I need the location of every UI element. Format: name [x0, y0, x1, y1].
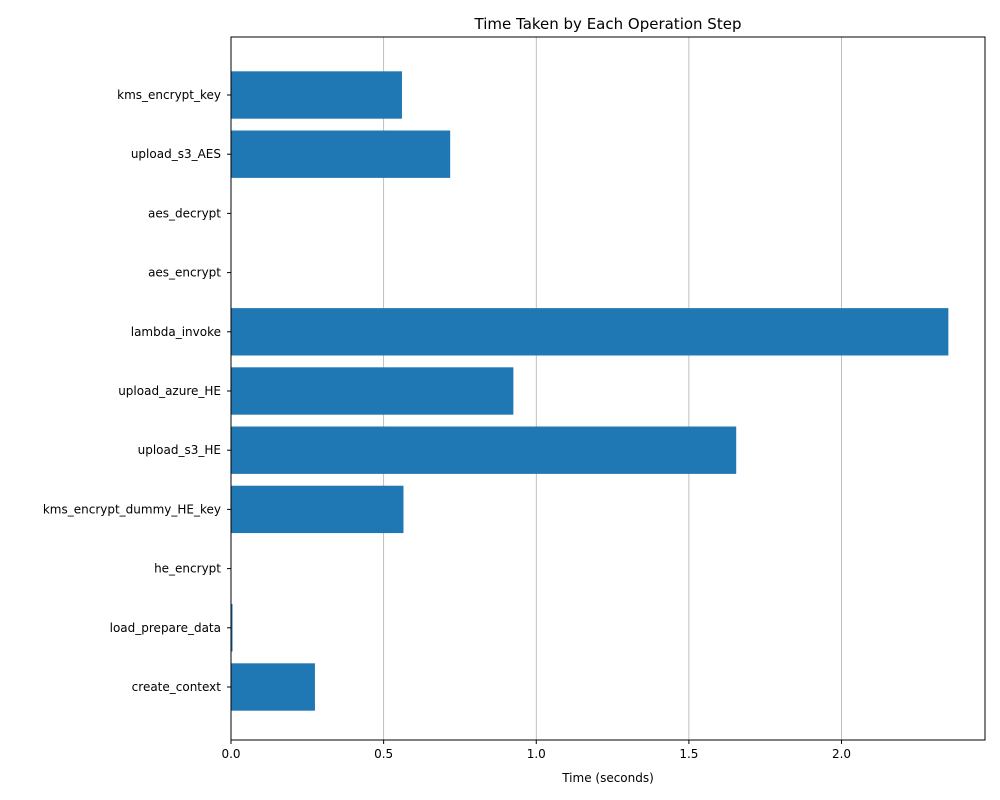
- y-axis: create_context load_prepare_data he_encryp…: [43, 88, 231, 694]
- bar-upload-azure-he: [231, 367, 514, 415]
- x-tick-label: 0.5: [374, 747, 393, 761]
- bar-load-prepare-data: [231, 604, 233, 652]
- y-tick-label: kms_encrypt_key: [117, 88, 221, 102]
- y-tick-label: aes_decrypt: [148, 206, 221, 220]
- y-tick-label: load_prepare_data: [110, 621, 221, 635]
- bar-create-context: [231, 663, 315, 711]
- x-tick-label: 1.0: [527, 747, 546, 761]
- plot-frame: [230, 36, 986, 741]
- y-tick-label: kms_encrypt_dummy_HE_key: [43, 502, 221, 516]
- y-tick-label: he_encrypt: [154, 562, 221, 576]
- chart-title: Time Taken by Each Operation Step: [474, 15, 742, 33]
- bar-kms-encrypt-key: [231, 71, 402, 119]
- x-tick-label: 2.0: [832, 747, 851, 761]
- x-tick-label: 1.5: [679, 747, 698, 761]
- y-tick-label: upload_azure_HE: [118, 384, 221, 398]
- x-tick-label: 0.0: [221, 747, 240, 761]
- y-tick-label: upload_s3_AES: [131, 147, 221, 161]
- y-tick-label: aes_encrypt: [148, 266, 221, 280]
- y-tick-label: lambda_invoke: [131, 325, 221, 339]
- y-tick-label: upload_s3_HE: [138, 443, 221, 457]
- bar-upload-s3-he: [231, 426, 737, 474]
- bar-upload-s3-aes: [231, 130, 451, 178]
- x-axis: 0.0 0.5 1.0 1.5 2.0: [221, 740, 851, 761]
- bar-lambda-invoke: [231, 308, 949, 356]
- y-tick-label: create_context: [132, 680, 222, 694]
- x-axis-label: Time (seconds): [561, 771, 654, 785]
- bars: [231, 71, 949, 711]
- bar-kms-encrypt-dummy-he-key: [231, 485, 404, 534]
